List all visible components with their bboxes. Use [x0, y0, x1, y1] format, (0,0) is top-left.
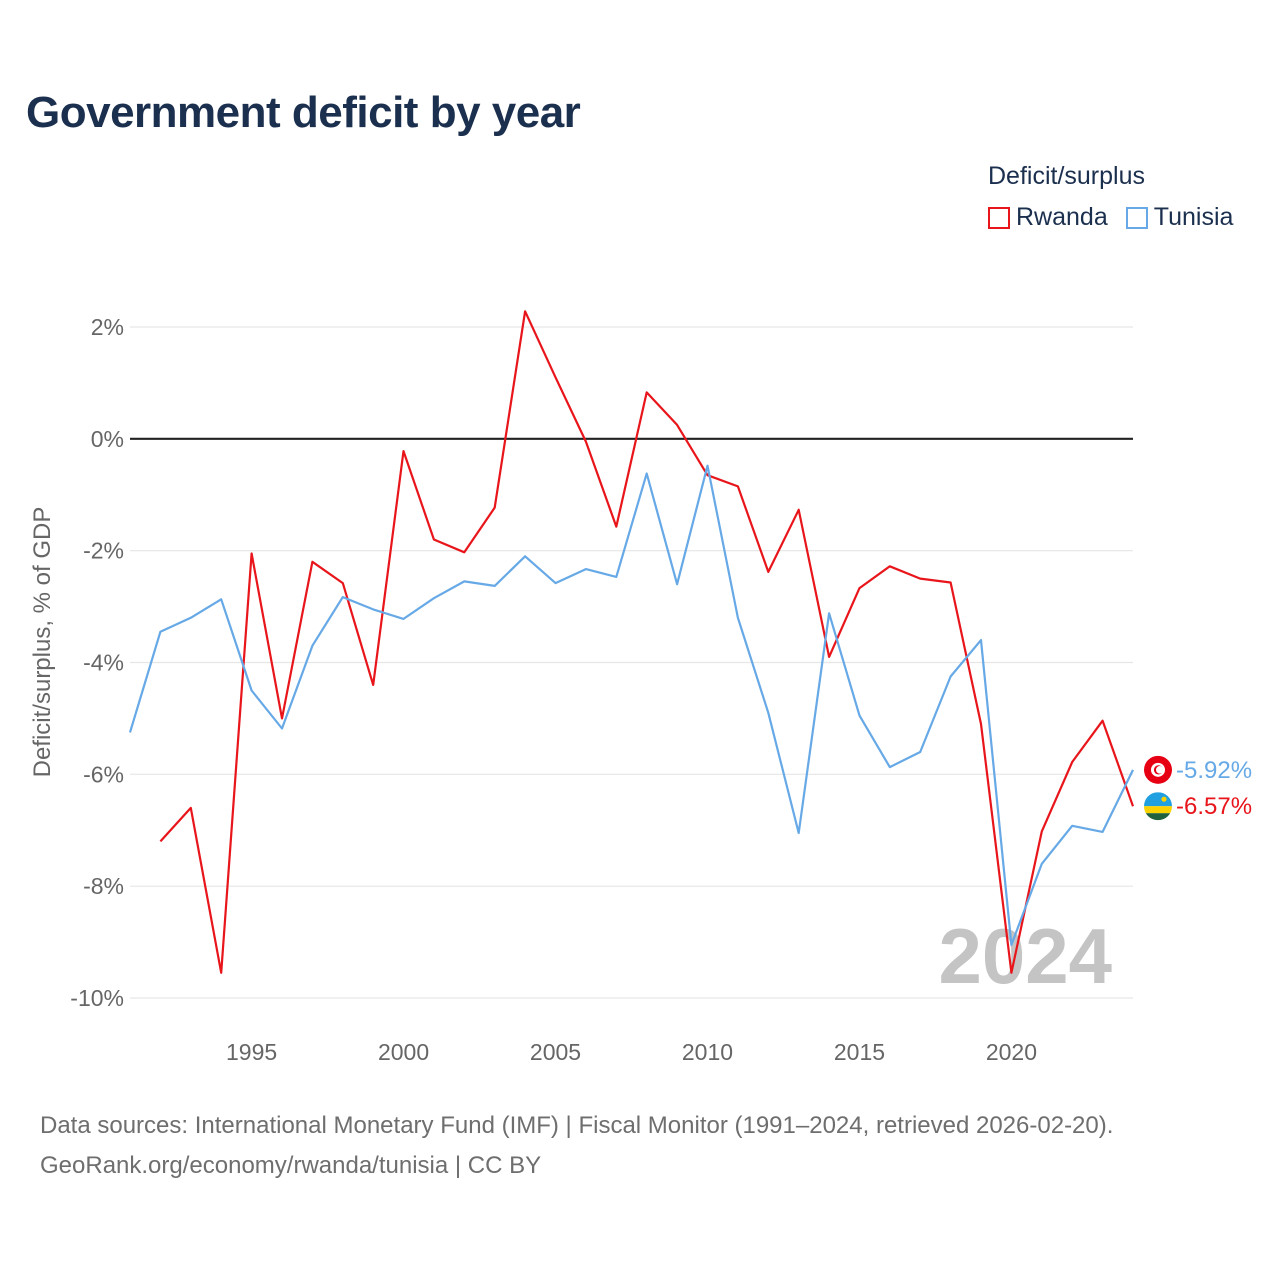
y-tick-label: -6% — [83, 761, 124, 787]
end-label-rwanda: -6.57% — [1176, 793, 1252, 820]
series-line-rwanda[interactable] — [159, 310, 1135, 974]
x-tick-label: 2015 — [834, 1039, 885, 1065]
data-source-note: Data sources: International Monetary Fun… — [40, 1112, 1114, 1139]
legend-item-tunisia[interactable]: Tunisia — [1125, 203, 1234, 232]
x-tick-labels: 1995 2000 2005 2010 2015 2020 — [226, 1039, 1037, 1065]
end-labels: -6.57% -5.92% — [1144, 755, 1252, 821]
series-line-tunisia[interactable] — [128, 464, 1134, 947]
y-tick-label: 0% — [91, 426, 124, 452]
year-watermark: 2024 — [938, 912, 1112, 1000]
grid-lines — [130, 326, 1133, 999]
y-tick-label: -4% — [83, 650, 124, 676]
chart-title: Government deficit by year — [26, 88, 581, 137]
end-label-tunisia: -5.92% — [1176, 757, 1252, 784]
y-tick-labels: 2% 0% -2% -4% -6% -8% -10% — [70, 314, 124, 1011]
x-tick-label: 2000 — [378, 1039, 429, 1065]
rwanda-flag-icon — [1144, 792, 1172, 821]
x-tick-label: 2010 — [682, 1039, 733, 1065]
source-url[interactable]: GeoRank.org/economy/rwanda/tunisia | CC … — [40, 1152, 542, 1179]
legend-label-rwanda: Rwanda — [1016, 203, 1108, 231]
legend: Deficit/surplus Rwanda Tunisia — [988, 162, 1233, 232]
legend-swatch-rwanda — [988, 206, 1010, 229]
legend-item-rwanda[interactable]: Rwanda — [988, 203, 1108, 232]
legend-swatch-tunisia — [1125, 206, 1148, 229]
legend-label-tunisia: Tunisia — [1153, 203, 1234, 231]
y-tick-label: 2% — [91, 314, 124, 340]
y-axis-label: Deficit/surplus, % of GDP — [29, 507, 56, 778]
footer: Data sources: International Monetary Fun… — [40, 1106, 1113, 1186]
line-chart: 2% 0% -2% -4% -6% -8% -10% 1995 2000 2005 2010 201… — [29, 310, 1252, 1065]
x-tick-label: 2005 — [530, 1039, 581, 1065]
x-tick-label: 2020 — [986, 1039, 1037, 1065]
legend-title: Deficit/surplus — [988, 162, 1145, 190]
y-tick-label: -10% — [70, 985, 124, 1011]
tunisia-flag-icon — [1144, 755, 1172, 784]
series-layer — [128, 310, 1135, 974]
x-tick-label: 1995 — [226, 1039, 277, 1065]
y-tick-label: -2% — [83, 538, 124, 564]
y-tick-label: -8% — [83, 873, 124, 899]
